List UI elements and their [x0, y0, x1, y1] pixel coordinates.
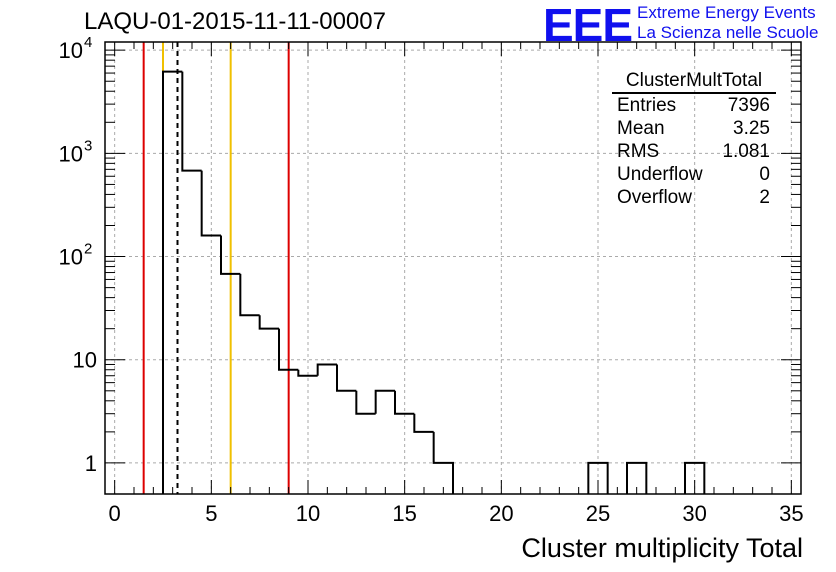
stats-label: Overflow — [617, 187, 692, 208]
y-tick-label: 1 — [85, 451, 97, 476]
marker-lines — [142, 42, 290, 494]
y-tick-label: 10 — [59, 245, 83, 270]
x-tick-label: 30 — [682, 501, 706, 526]
stats-box: ClusterMultTotal Entries 7396 Mean 3.25 … — [612, 70, 776, 209]
histogram-bin — [181, 71, 202, 172]
histogram-bin — [587, 461, 609, 494]
stats-row: Overflow 2 — [612, 186, 776, 209]
stats-value: 7396 — [727, 95, 770, 116]
x-tick-label: 15 — [392, 501, 416, 526]
stats-label: Mean — [617, 118, 665, 139]
histogram-bin — [200, 170, 221, 237]
histogram-bin — [297, 369, 318, 377]
stats-label: Entries — [617, 95, 677, 116]
axis-ticks — [105, 42, 801, 494]
stats-row: Mean 3.25 — [612, 117, 776, 140]
histogram-series — [162, 70, 706, 494]
histogram-bin — [355, 390, 376, 415]
stats-title: ClusterMultTotal — [612, 70, 776, 94]
stats-label: RMS — [617, 141, 660, 162]
histogram-bin — [220, 235, 241, 275]
x-tick-label: 5 — [205, 501, 217, 526]
x-tick-label: 10 — [296, 501, 320, 526]
histogram-bin — [278, 328, 299, 371]
stats-row: RMS 1.081 — [612, 140, 776, 163]
stats-value: 1.081 — [722, 141, 770, 162]
y-tick-label: 10 — [59, 38, 83, 63]
histogram-bin — [239, 273, 260, 317]
x-tick-label: 25 — [586, 501, 610, 526]
stats-row: Underflow 0 — [612, 163, 776, 186]
y-tick-label: 10 — [59, 141, 83, 166]
x-tick-label: 0 — [109, 501, 121, 526]
plot-title: LAQU-01-2015-11-11-00007 — [84, 8, 386, 35]
histogram-bin — [258, 315, 279, 330]
y-tick-label: 10 — [73, 348, 97, 373]
plot-frame — [104, 41, 802, 495]
histogram-bin — [684, 461, 706, 494]
stats-value: 0 — [759, 164, 770, 185]
stats-label: Underflow — [617, 164, 703, 185]
y-tick-exponent: 3 — [84, 137, 92, 154]
histogram-bin — [394, 390, 415, 415]
x-axis-label: Cluster multiplicity Total — [521, 533, 803, 563]
y-tick-exponent: 4 — [84, 34, 92, 51]
histogram-bin — [316, 363, 337, 376]
histogram-bin — [413, 413, 434, 433]
x-tick-label: 35 — [779, 501, 803, 526]
histogram-bin — [374, 389, 395, 414]
stats-value: 3.25 — [733, 118, 770, 139]
logo-line-2: La Scienza nelle Scuole — [637, 23, 819, 42]
histogram-bin — [626, 461, 648, 494]
logo-line-1: Extreme Energy Events — [637, 3, 816, 22]
x-tick-label: 20 — [489, 501, 513, 526]
histogram-bin — [432, 431, 454, 494]
y-tick-exponent: 2 — [84, 241, 92, 258]
stats-row: Entries 7396 — [612, 94, 776, 117]
stats-value: 2 — [759, 187, 770, 208]
histogram-bin — [162, 70, 183, 494]
eee-logo: EEE — [543, 0, 633, 51]
histogram-bin — [336, 364, 357, 392]
